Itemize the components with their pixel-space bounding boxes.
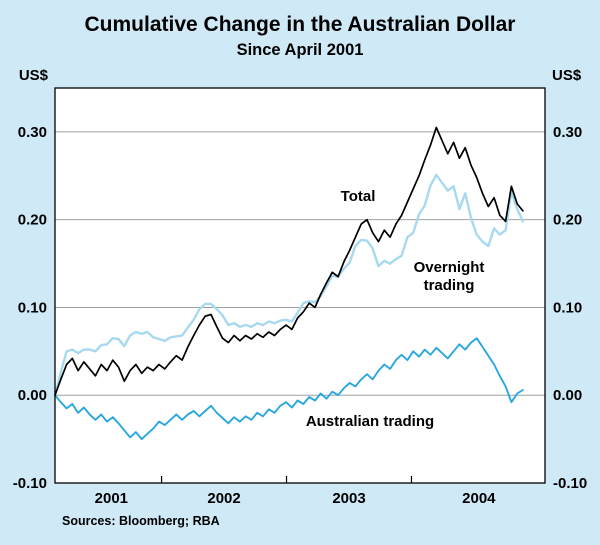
x-axis-tick-label: 2002 — [207, 490, 240, 507]
series-line-australian — [54, 337, 524, 441]
chart-subtitle: Since April 2001 — [237, 41, 364, 59]
y-axis-tick-label-right: 0.20 — [553, 212, 582, 229]
chart-title: Cumulative Change in the Australian Doll… — [85, 13, 516, 36]
sources-note: Sources: Bloomberg; RBA — [62, 514, 220, 528]
y-axis-tick-label-left: -0.10 — [13, 475, 47, 492]
series-line-overnight — [53, 173, 525, 397]
y-axis-tick-label-left: 0.30 — [18, 124, 47, 141]
plot-generated-layer: -0.10 -0.10 0.00 0.00 0.10 0.10 0.20 0.20 0.30 0.… — [13, 87, 587, 507]
y-axis-tick-label-left: 0.10 — [18, 299, 47, 316]
x-axis-tick-label: 2003 — [332, 490, 365, 507]
series-label-australian: Australian trading — [306, 413, 434, 430]
series-line-total — [54, 126, 524, 397]
y-axis-tick-label-left: 0.00 — [18, 387, 47, 404]
x-axis-tick-label: 2001 — [95, 490, 128, 507]
y-axis-tick-label-left: 0.20 — [18, 212, 47, 229]
y-axis-tick-label-right: -0.10 — [553, 475, 587, 492]
y-axis-tick-label-right: 0.30 — [553, 124, 582, 141]
series-label-overnight-line1: Overnight — [414, 259, 485, 276]
y-axis-unit-left: US$ — [19, 67, 49, 84]
y-axis-tick-label-right: 0.10 — [553, 299, 582, 316]
series-label-total: Total — [341, 188, 376, 205]
x-axis-tick-label: 2004 — [462, 490, 496, 507]
series-label-overnight-line2: trading — [424, 277, 475, 294]
plot-area — [55, 88, 545, 483]
axis-frame — [54, 87, 546, 484]
y-axis-tick-label-right: 0.00 — [553, 387, 582, 404]
y-axis-unit-right: US$ — [552, 67, 582, 84]
